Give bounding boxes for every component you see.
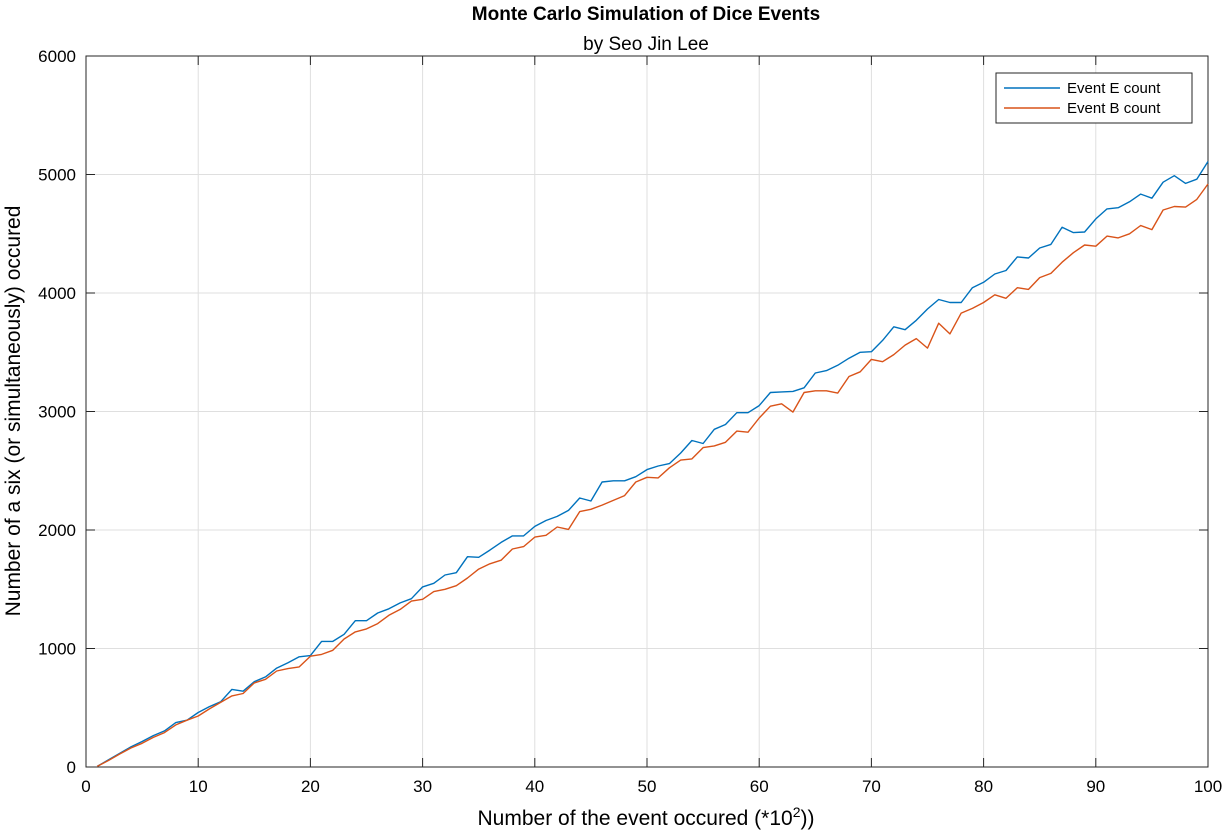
chart-subtitle: by Seo Jin Lee <box>583 34 709 55</box>
series-line-event-b <box>96 183 1209 768</box>
x-axis-label: Number of the event occured (*102)) <box>478 804 815 830</box>
y-tick-label: 3000 <box>38 403 76 422</box>
x-axis-label-text: Number of the event occured (*10 <box>478 807 793 830</box>
series-line-event-e <box>96 161 1209 768</box>
legend-label-event-e: Event E count <box>1067 80 1161 97</box>
legend: Event E count Event B count <box>995 72 1193 124</box>
y-tick-label: 6000 <box>38 47 76 66</box>
x-tick-label: 40 <box>525 777 544 796</box>
y-tick-label: 4000 <box>38 284 76 303</box>
x-tick-label: 50 <box>638 777 657 796</box>
x-tick-label: 20 <box>301 777 320 796</box>
x-axis-label-suffix: )) <box>800 807 814 830</box>
x-tick-label: 70 <box>862 777 881 796</box>
x-tick-label: 100 <box>1194 777 1222 796</box>
y-axis-label: Number of a six (or simultaneously) occu… <box>2 206 25 617</box>
y-tick-label: 1000 <box>38 640 76 659</box>
x-tick-label: 0 <box>81 777 90 796</box>
x-tick-label: 80 <box>974 777 993 796</box>
x-tick-label: 30 <box>413 777 432 796</box>
x-tick-label: 60 <box>750 777 769 796</box>
y-tick-label: 5000 <box>38 166 76 185</box>
y-tick-label: 2000 <box>38 521 76 540</box>
legend-label-event-b: Event B count <box>1067 100 1161 117</box>
y-tick-label: 0 <box>67 758 76 777</box>
axis-ticks: 0 10 20 30 40 50 60 70 80 90 100010002000300040005… <box>38 47 1222 796</box>
legend-box <box>995 72 1193 124</box>
chart-title: Monte Carlo Simulation of Dice Events <box>472 4 820 25</box>
series-lines <box>96 161 1209 768</box>
x-tick-label: 10 <box>189 777 208 796</box>
grid-lines <box>85 55 1209 768</box>
x-axis-label-exponent: 2 <box>793 804 801 820</box>
x-tick-label: 90 <box>1086 777 1105 796</box>
